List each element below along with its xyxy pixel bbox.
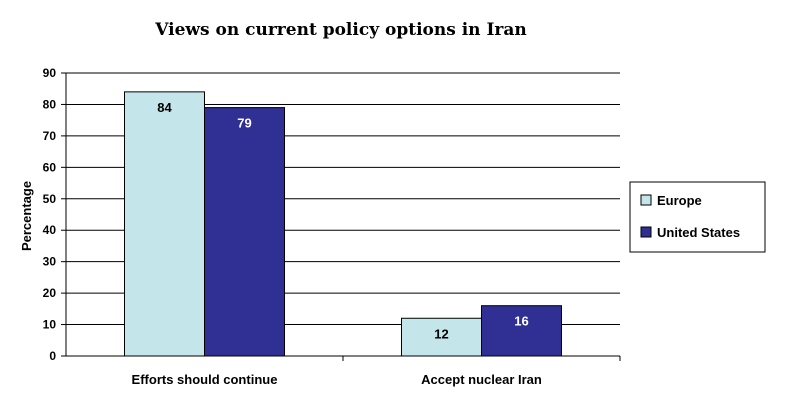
y-axis-label: Percentage: [19, 181, 34, 251]
legend-box: [629, 181, 766, 253]
y-tick-label: 80: [43, 97, 57, 111]
data-label: 12: [434, 326, 448, 341]
y-tick-label: 0: [49, 349, 56, 363]
data-label: 79: [237, 116, 251, 131]
y-tick-label: 50: [43, 192, 57, 206]
axes: 0 10 20 30 40 50 60 70 80 90 Efforts should contin…: [43, 66, 621, 387]
bars: 84 79 12 16: [124, 91, 562, 357]
y-tick-label: 40: [43, 223, 57, 237]
x-tick-label: Accept nuclear Iran: [421, 372, 542, 387]
data-label: 84: [157, 100, 172, 115]
y-tick-label: 60: [43, 160, 57, 174]
y-tick-label: 70: [43, 129, 57, 143]
data-label: 16: [514, 314, 528, 329]
legend-swatch: [640, 226, 652, 238]
x-tick-label: Efforts should continue: [132, 372, 278, 387]
legend-label: United States: [657, 225, 740, 240]
y-tick-label: 20: [43, 286, 57, 300]
bar: [124, 91, 205, 357]
bar: [204, 107, 285, 357]
legend-swatch: [640, 194, 652, 206]
y-tick-label: 10: [43, 318, 57, 332]
legend-label: Europe: [657, 193, 702, 208]
chart-title: Views on current policy options in Iran: [154, 20, 527, 40]
legend: Europe United States: [629, 181, 766, 253]
y-tick-label: 30: [43, 255, 57, 269]
y-tick-label: 90: [43, 66, 57, 80]
